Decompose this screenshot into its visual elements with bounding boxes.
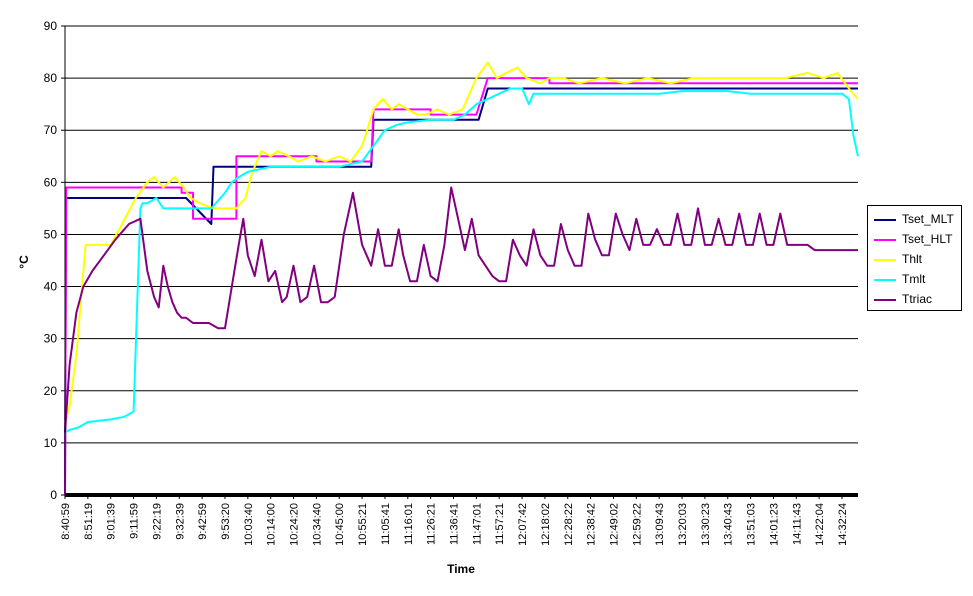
legend-item: Tset_HLT [874,230,962,250]
x-tick-label: 9:32:39 [174,503,186,540]
x-tick-label: 12:18:02 [540,503,552,546]
x-tick-label: 12:07:42 [517,503,529,546]
y-tick-label: 50 [44,227,58,241]
legend-item: Tset_MLT [874,210,962,230]
y-axis-title: °C [17,255,31,269]
x-tick-label: 10:45:00 [334,503,346,546]
x-tick-label: 9:11:59 [129,503,141,539]
x-axis-ticks: 8:40:59 8:51:19 9:01:39 9:11:59 9:22:19 9:32:… [60,495,849,546]
y-tick-label: 80 [44,71,58,85]
x-tick-label: 11:26:21 [426,503,438,545]
y-tick-label: 90 [44,19,58,33]
x-tick-label: 13:40:43 [723,503,735,546]
legend-swatch [874,219,896,221]
legend-label: Tset_HLT [902,232,953,246]
series-line-thlt [64,61,859,423]
legend-item: Ttriac [874,290,962,310]
x-tick-label: 11:57:21 [494,503,506,545]
plot-background [65,26,858,495]
x-tick-label: 12:49:02 [608,503,620,546]
y-tick-label: 20 [44,384,58,398]
legend-swatch [874,299,896,301]
legend-label: Ttriac [902,292,932,306]
x-tick-label: 11:36:41 [449,503,461,545]
legend-item: Tmlt [874,270,962,290]
legend-swatch [874,239,896,241]
y-tick-label: 40 [44,280,58,294]
x-tick-label: 14:11:43 [791,503,803,545]
x-tick-label: 14:32:24 [837,503,849,546]
x-tick-label: 10:14:00 [266,503,278,546]
x-tick-label: 14:01:23 [768,503,780,546]
legend-label: Thlt [902,252,923,266]
x-tick-label: 12:59:22 [631,503,643,546]
y-tick-label: 10 [44,436,58,450]
x-tick-label: 13:30:23 [700,503,712,546]
legend-item: Thlt [874,250,962,270]
series-line-ttriac [64,186,858,433]
series-line-tmlt [64,87,859,434]
x-tick-label: 13:51:03 [746,503,758,546]
x-tick-label: 10:55:21 [357,503,369,546]
x-tick-label: 13:20:03 [677,503,689,546]
x-tick-label: 9:53:20 [220,503,232,540]
x-axis-title: Time [447,562,475,576]
x-tick-label: 11:47:01 [471,503,483,545]
x-tick-label: 8:40:59 [60,503,72,540]
legend-swatch [874,259,896,261]
x-tick-label: 10:34:40 [311,503,323,546]
x-tick-label: 11:05:41 [380,503,392,545]
legend-label: Tset_MLT [902,212,954,226]
x-tick-label: 9:42:59 [197,503,209,540]
x-tick-label: 14:22:04 [814,503,826,546]
x-tick-label: 10:24:20 [289,503,301,546]
y-tick-label: 60 [44,175,58,189]
plot-area [65,26,858,495]
x-tick-label: 9:01:39 [106,503,118,540]
x-tick-label: 12:38:42 [586,503,598,546]
legend: Tset_MLT Tset_HLT Thlt Tmlt Ttriac [867,205,962,311]
y-tick-label: 70 [44,123,58,137]
y-tick-label: 0 [50,488,57,502]
legend-swatch [874,279,896,281]
x-tick-label: 9:22:19 [151,503,163,540]
legend-label: Tmlt [902,272,926,286]
y-axis-ticks: 0 10 20 30 40 50 60 70 80 90 [44,19,65,502]
y-tick-label: 30 [44,332,58,346]
x-tick-label: 13:09:43 [654,503,666,546]
axes [64,26,858,497]
series-lines [64,61,859,496]
x-tick-label: 12:28:22 [563,503,575,546]
x-tick-label: 10:03:40 [243,503,255,546]
x-tick-label: 8:51:19 [83,503,95,540]
x-tick-label: 11:16:01 [403,503,415,545]
